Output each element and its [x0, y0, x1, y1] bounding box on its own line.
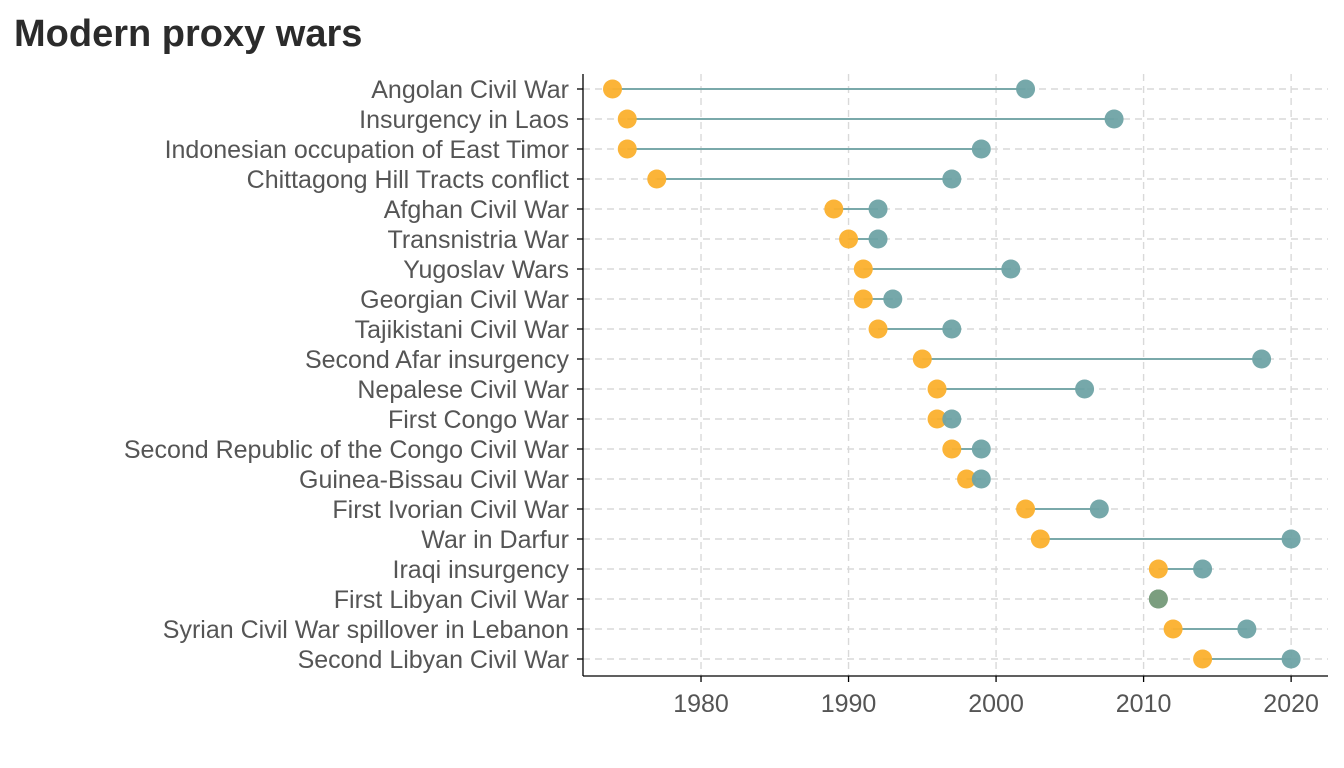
war-label: First Libyan Civil War: [334, 586, 569, 614]
war-end-point: [1193, 559, 1213, 579]
war-end-point: [868, 229, 888, 249]
war-label: Indonesian occupation of East Timor: [165, 136, 569, 164]
war-end-point: [868, 199, 888, 219]
war-label: Guinea-Bissau Civil War: [299, 466, 569, 494]
war-label: Second Republic of the Congo Civil War: [124, 436, 569, 464]
war-start-point: [824, 199, 844, 219]
war-label: First Congo War: [388, 406, 569, 434]
war-start-point: [1193, 649, 1213, 669]
war-label: Afghan Civil War: [384, 196, 569, 224]
war-start-point: [839, 229, 859, 249]
war-end-point: [1075, 379, 1095, 399]
war-start-point: [647, 169, 667, 189]
war-label: Angolan Civil War: [371, 76, 569, 104]
war-end-point: [1252, 349, 1272, 369]
x-tick-label: 2020: [1263, 690, 1319, 718]
war-label: Yugoslav Wars: [403, 256, 569, 284]
war-label: Tajikistani Civil War: [355, 316, 569, 344]
war-label: Georgian Civil War: [360, 286, 569, 314]
war-end-point: [1001, 259, 1021, 279]
x-tick-label: 2000: [968, 690, 1024, 718]
war-start-point: [617, 109, 637, 129]
war-start-point: [868, 319, 888, 339]
vertical-gridlines: [700, 74, 1292, 676]
war-end-point: [942, 319, 962, 339]
war-label: Syrian Civil War spillover in Lebanon: [163, 616, 569, 644]
x-axis-tick-labels: 1980 1990 2000 2010 2020: [673, 690, 1319, 718]
war-label: War in Darfur: [421, 526, 569, 554]
war-end-point: [1016, 79, 1036, 99]
war-start-point: [1030, 529, 1050, 549]
war-start-point: [1163, 619, 1183, 639]
war-label: Insurgency in Laos: [359, 106, 569, 134]
war-end-point: [1089, 499, 1109, 519]
war-start-point: [1148, 559, 1168, 579]
war-end-point: [1281, 649, 1301, 669]
war-start-point: [853, 259, 873, 279]
war-end-point: [1237, 619, 1257, 639]
war-label: First Ivorian Civil War: [332, 496, 569, 524]
war-label: Chittagong Hill Tracts conflict: [247, 166, 569, 194]
war-end-point: [883, 289, 903, 309]
war-start-point: [927, 409, 947, 429]
war-label: Nepalese Civil War: [357, 376, 569, 404]
war-start-point: [927, 379, 947, 399]
x-tick-label: 2010: [1116, 690, 1172, 718]
war-label: Second Afar insurgency: [305, 346, 570, 374]
war-start-points: [603, 79, 1213, 669]
war-start-point: [912, 349, 932, 369]
war-end-point: [942, 169, 962, 189]
war-start-point: [853, 289, 873, 309]
war-start-point: [603, 79, 623, 99]
war-end-point: [971, 469, 991, 489]
war-end-point: [942, 409, 962, 429]
war-label: Second Libyan Civil War: [298, 646, 569, 674]
x-tick-label: 1990: [821, 690, 877, 718]
war-start-point: [942, 439, 962, 459]
war-end-point: [1148, 589, 1168, 609]
war-start-point: [617, 139, 637, 159]
war-end-point: [1281, 529, 1301, 549]
axes: [577, 74, 1328, 682]
war-end-points: [868, 79, 1301, 669]
war-end-point: [971, 139, 991, 159]
war-end-point: [971, 439, 991, 459]
war-label: Transnistria War: [387, 226, 569, 254]
war-start-point: [1016, 499, 1036, 519]
x-tick-label: 1980: [673, 690, 729, 718]
chart-title: Modern proxy wars: [14, 13, 362, 55]
war-end-point: [1104, 109, 1124, 129]
war-label: Iraqi insurgency: [393, 556, 570, 584]
war-start-point: [957, 469, 977, 489]
